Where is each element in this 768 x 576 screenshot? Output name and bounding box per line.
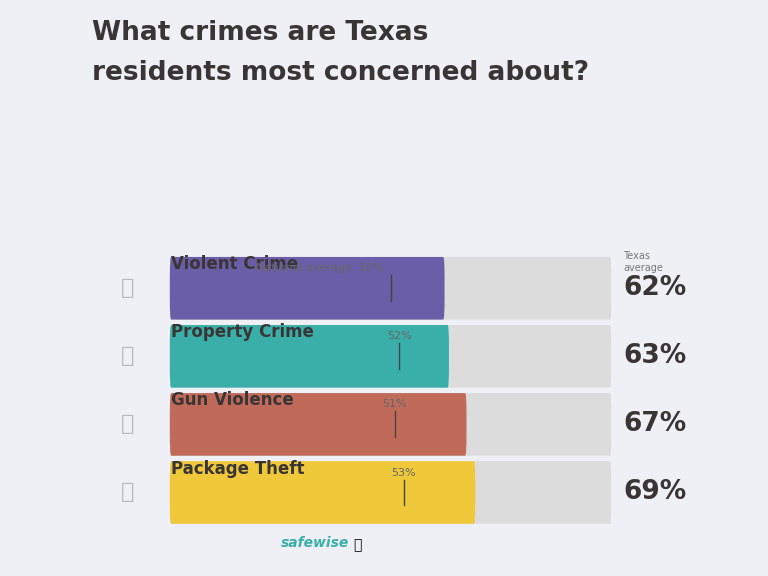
FancyBboxPatch shape <box>170 393 611 456</box>
Text: Texas
average: Texas average <box>623 251 663 273</box>
Text: 63%: 63% <box>623 343 687 369</box>
Text: 🏠: 🏠 <box>121 346 134 366</box>
FancyBboxPatch shape <box>170 257 445 320</box>
FancyBboxPatch shape <box>170 461 475 524</box>
Text: 🔫: 🔫 <box>121 414 134 434</box>
Text: Property Crime: Property Crime <box>171 323 314 342</box>
FancyBboxPatch shape <box>170 325 449 388</box>
FancyBboxPatch shape <box>170 257 611 320</box>
Text: National average  50%: National average 50% <box>257 263 384 273</box>
FancyBboxPatch shape <box>170 325 611 388</box>
Text: 📦: 📦 <box>121 483 134 502</box>
Text: 62%: 62% <box>623 275 687 301</box>
Text: 67%: 67% <box>623 411 687 437</box>
Text: 53%: 53% <box>392 468 416 478</box>
FancyBboxPatch shape <box>170 393 466 456</box>
FancyBboxPatch shape <box>170 461 611 524</box>
Text: 52%: 52% <box>387 331 412 342</box>
Text: residents most concerned about?: residents most concerned about? <box>92 60 589 86</box>
Text: 🔒: 🔒 <box>121 278 134 298</box>
Text: Package Theft: Package Theft <box>171 460 305 478</box>
Text: 🦉: 🦉 <box>353 538 362 552</box>
Text: 51%: 51% <box>382 399 407 410</box>
Text: Gun Violence: Gun Violence <box>171 392 294 410</box>
Text: 69%: 69% <box>623 479 687 506</box>
Text: What crimes are Texas: What crimes are Texas <box>92 20 429 46</box>
Text: safewise: safewise <box>281 536 349 550</box>
Text: Violent Crime: Violent Crime <box>171 255 298 273</box>
